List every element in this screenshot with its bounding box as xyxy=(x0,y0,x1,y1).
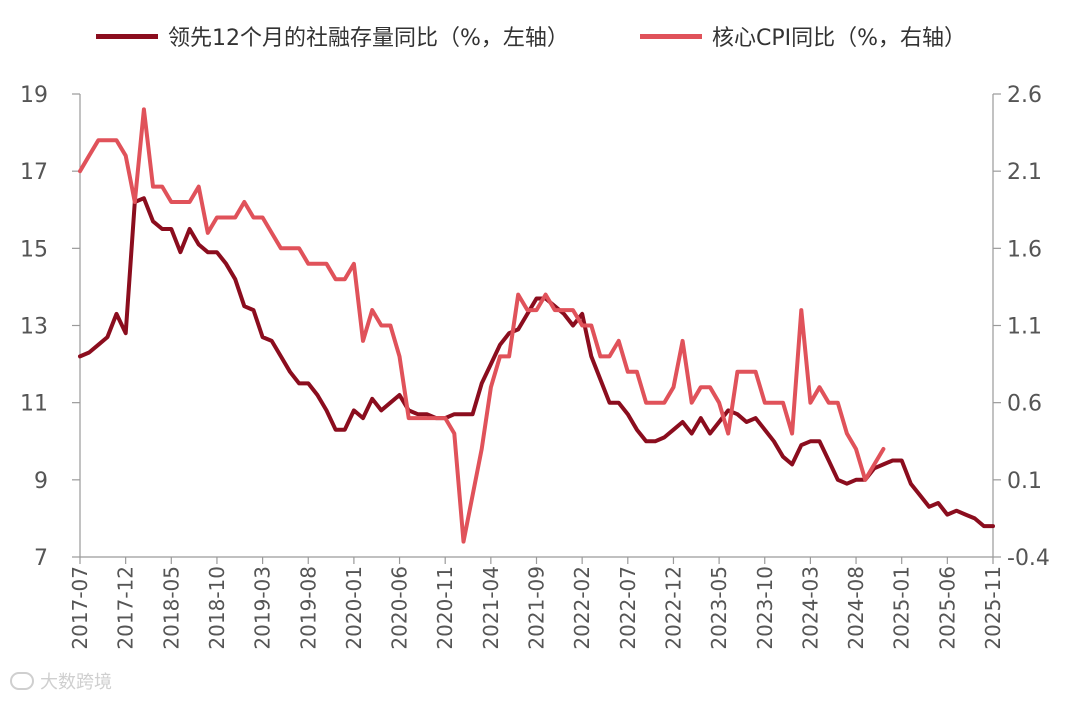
x-tick-label: 2021-09 xyxy=(525,566,549,650)
left-tick-label: 17 xyxy=(20,160,48,185)
watermark: 大数跨境 xyxy=(10,668,112,694)
right-tick-label: 1.6 xyxy=(1007,237,1042,262)
x-tick-label: 2025-06 xyxy=(935,566,959,650)
x-tick-label: 2023-10 xyxy=(753,566,777,650)
x-tick-label: 2017-07 xyxy=(68,566,92,650)
x-tick-label: 2019-08 xyxy=(296,566,320,650)
x-tick-label: 2019-03 xyxy=(251,566,275,650)
legend-swatch-core-cpi xyxy=(640,33,702,39)
left-tick-label: 7 xyxy=(34,546,48,571)
right-tick-label: 2.1 xyxy=(1007,160,1042,185)
series-line-social-financing xyxy=(78,196,995,529)
x-tick-label: 2024-08 xyxy=(844,566,868,650)
legend: 领先12个月的社融存量同比（%，左轴） 核心CPI同比（%，右轴） xyxy=(0,16,1080,56)
left-tick-label: 11 xyxy=(20,392,48,417)
legend-item-social-financing: 领先12个月的社融存量同比（%，左轴） xyxy=(96,16,569,56)
left-tick-label: 9 xyxy=(34,469,48,494)
x-tick-label: 2020-11 xyxy=(433,566,457,650)
x-tick-label: 2022-07 xyxy=(616,566,640,650)
right-tick-label: 1.1 xyxy=(1007,315,1042,340)
legend-item-core-cpi: 核心CPI同比（%，右轴） xyxy=(640,16,966,56)
x-tick-label: 2018-05 xyxy=(159,566,183,650)
x-tick-label: 2022-12 xyxy=(661,566,685,650)
x-tick-label: 2020-06 xyxy=(388,566,412,650)
right-tick-label: -0.4 xyxy=(1007,546,1050,571)
x-tick-label: 2017-12 xyxy=(114,566,138,650)
right-tick-label: 0.6 xyxy=(1007,392,1042,417)
axes: 7 9 11 13 15 17 19 -0.4 0.1 0.6 1.1 1.6 2.1 2.6 2017-0… xyxy=(20,83,1050,650)
watermark-text: 大数跨境 xyxy=(40,672,112,693)
legend-label-social-financing: 领先12个月的社融存量同比（%，左轴） xyxy=(168,26,569,51)
legend-label-core-cpi: 核心CPI同比（%，右轴） xyxy=(712,26,967,51)
series-layer xyxy=(78,107,995,544)
legend-swatch-social-financing xyxy=(96,33,158,39)
right-tick-label: 0.1 xyxy=(1007,469,1042,494)
left-tick-label: 19 xyxy=(20,83,48,108)
x-tick-label: 2020-01 xyxy=(342,566,366,650)
left-tick-label: 15 xyxy=(20,237,48,262)
left-tick-label: 13 xyxy=(20,315,48,340)
x-tick-label: 2024-03 xyxy=(798,566,822,650)
x-tick-label: 2025-01 xyxy=(890,566,914,650)
x-tick-label: 2018-10 xyxy=(205,566,229,650)
x-tick-label: 2021-04 xyxy=(479,566,503,650)
series-line-core-cpi xyxy=(78,107,886,544)
x-tick-label: 2023-05 xyxy=(707,566,731,650)
x-tick-label: 2025-11 xyxy=(981,566,1005,650)
right-tick-label: 2.6 xyxy=(1007,83,1042,108)
watermark-logo-icon xyxy=(10,672,34,690)
x-tick-label: 2022-02 xyxy=(570,566,594,650)
